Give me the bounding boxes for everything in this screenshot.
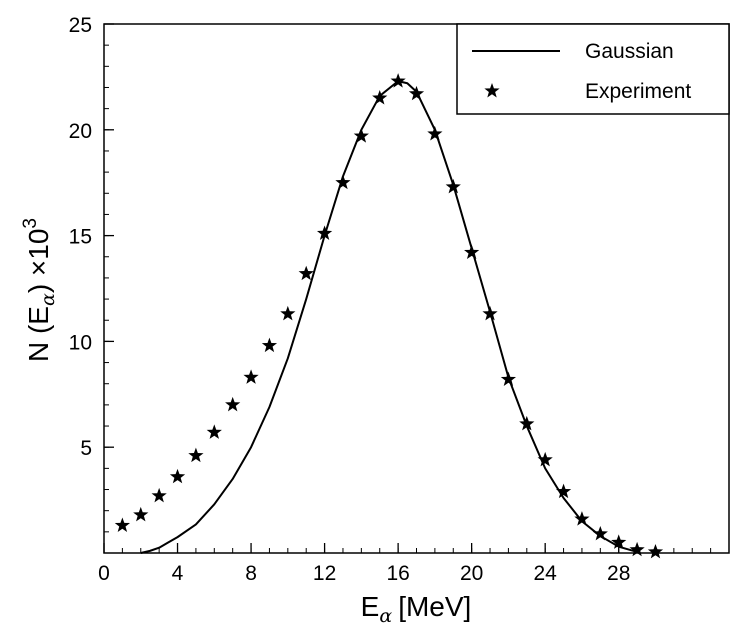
y-axis-label-prefix: N (E	[23, 306, 54, 362]
experiment-point	[519, 415, 535, 431]
legend: Gaussian Experiment	[456, 23, 730, 115]
experiment-point	[316, 225, 333, 240]
experiment-point	[647, 543, 664, 559]
x-tick-label: 4	[172, 562, 184, 585]
x-tick-label: 8	[245, 562, 257, 585]
experiment-point	[169, 468, 186, 484]
series-layer	[114, 73, 664, 559]
experiment-point	[427, 126, 443, 141]
y-axis-label-sub: α	[37, 293, 59, 306]
x-tick-label: 16	[386, 562, 409, 585]
experiment-point	[445, 178, 461, 194]
x-axis-label-base: E	[361, 591, 380, 622]
axis-ticks	[103, 23, 730, 554]
legend-label-experiment: Experiment	[585, 80, 691, 103]
y-tick-label: 25	[69, 14, 92, 37]
experiment-point	[408, 85, 425, 101]
x-axis-label-unit: [MeV]	[398, 591, 471, 622]
x-tick-label: 0	[98, 562, 110, 585]
x-tick-label: 28	[607, 562, 630, 585]
experiment-point	[243, 369, 259, 384]
experiment-point	[500, 371, 517, 386]
experiment-point	[555, 483, 572, 499]
experiment-point	[206, 424, 222, 439]
y-tick-label: 20	[69, 120, 92, 143]
experiment-point	[390, 73, 406, 88]
experiment-point	[133, 506, 149, 522]
y-axis-label-suffix: ) ×10	[23, 229, 54, 294]
y-tick-label: 5	[80, 437, 92, 460]
legend-label-gaussian: Gaussian	[585, 40, 674, 63]
experiment-point	[574, 511, 590, 526]
experiment-point	[114, 517, 130, 532]
experiment-point	[280, 305, 296, 321]
x-tick-label: 20	[460, 562, 483, 585]
x-tick-label: 12	[313, 562, 336, 585]
legend-box	[456, 23, 730, 115]
experiment-point	[353, 128, 369, 143]
y-axis-label-sup: 3	[20, 218, 41, 229]
x-tick-label: 24	[533, 562, 557, 585]
experiment-point	[537, 451, 553, 467]
experiment-point	[225, 396, 241, 412]
y-tick-label: 15	[69, 226, 92, 249]
axis-tick-labels: 0 4 8 12 16 20 24 28 5 10 15 20 25	[69, 14, 631, 585]
experiment-point	[335, 174, 351, 190]
experiment-point	[261, 337, 278, 353]
experiment-point	[482, 305, 498, 321]
experiment-point	[592, 525, 608, 541]
x-axis-label-sub: α	[379, 605, 392, 626]
experiment-point	[298, 265, 314, 281]
experiment-point	[151, 487, 167, 503]
series-line-gaussian	[140, 80, 638, 554]
experiment-point	[629, 541, 645, 557]
experiment-point	[464, 244, 480, 259]
experiment-point	[372, 90, 388, 105]
experiment-point	[188, 447, 204, 463]
legend-star-swatch	[484, 83, 500, 98]
experiment-point	[611, 534, 627, 549]
x-axis-label: Eα [MeV]	[361, 591, 472, 626]
y-axis-label: N (Eα) ×103	[20, 218, 59, 362]
y-tick-label: 10	[69, 331, 92, 354]
